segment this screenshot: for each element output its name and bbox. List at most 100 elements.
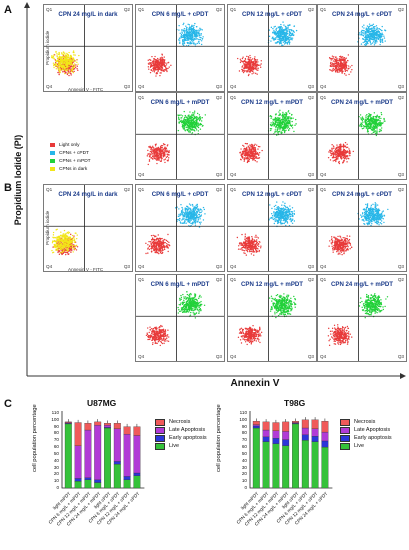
event-point bbox=[192, 25, 194, 28]
event-point bbox=[195, 118, 197, 120]
event-point bbox=[286, 121, 289, 123]
event-point bbox=[331, 64, 333, 66]
quadrant-label: Q4 bbox=[230, 84, 237, 89]
event-point bbox=[337, 63, 339, 66]
event-point bbox=[374, 130, 376, 132]
quadrant-label: Q3 bbox=[215, 172, 222, 177]
event-point bbox=[185, 116, 187, 118]
event-point bbox=[279, 25, 281, 28]
event-point bbox=[148, 156, 151, 158]
event-point bbox=[339, 154, 341, 157]
event-point bbox=[60, 68, 62, 71]
event-point bbox=[376, 32, 378, 34]
event-point bbox=[154, 58, 156, 61]
event-point bbox=[372, 41, 375, 43]
event-point bbox=[154, 150, 157, 152]
event-point bbox=[158, 159, 160, 161]
event-point bbox=[164, 153, 166, 155]
event-point bbox=[191, 114, 194, 116]
event-point bbox=[335, 62, 337, 65]
event-point bbox=[59, 70, 61, 72]
event-point bbox=[66, 52, 68, 55]
event-point bbox=[64, 64, 67, 66]
event-point bbox=[199, 128, 202, 130]
event-point bbox=[330, 152, 332, 155]
event-point bbox=[287, 37, 289, 40]
event-point bbox=[183, 28, 186, 30]
event-point bbox=[151, 153, 153, 155]
event-point bbox=[281, 35, 283, 38]
event-point bbox=[243, 70, 246, 72]
event-point bbox=[156, 162, 158, 165]
event-point bbox=[280, 23, 282, 26]
event-point bbox=[274, 31, 277, 33]
event-point bbox=[249, 65, 251, 68]
event-point bbox=[374, 36, 376, 39]
event-point bbox=[280, 121, 282, 124]
event-point bbox=[63, 53, 65, 55]
event-point bbox=[350, 71, 352, 73]
event-point bbox=[334, 148, 337, 151]
event-point bbox=[379, 120, 382, 122]
event-point bbox=[258, 64, 260, 67]
event-point bbox=[250, 61, 252, 63]
event-point bbox=[164, 143, 166, 146]
event-point bbox=[153, 71, 156, 73]
event-point bbox=[188, 39, 190, 41]
event-point bbox=[292, 117, 294, 119]
event-point bbox=[76, 61, 78, 64]
event-point bbox=[336, 147, 338, 149]
event-point bbox=[342, 147, 345, 149]
event-point bbox=[333, 147, 335, 150]
main-axes bbox=[24, 2, 406, 379]
event-point bbox=[330, 64, 332, 66]
event-point bbox=[244, 142, 247, 145]
event-point bbox=[162, 149, 164, 151]
event-point bbox=[183, 110, 185, 113]
event-point bbox=[294, 124, 296, 127]
event-point bbox=[72, 50, 75, 52]
event-point bbox=[270, 40, 272, 42]
event-point bbox=[253, 63, 255, 65]
event-point bbox=[195, 34, 197, 36]
event-point bbox=[343, 73, 346, 75]
event-point bbox=[65, 60, 67, 62]
event-point bbox=[194, 22, 196, 25]
event-point bbox=[200, 34, 202, 36]
event-point bbox=[197, 124, 199, 126]
event-point bbox=[342, 70, 344, 72]
event-point bbox=[372, 31, 375, 34]
event-point bbox=[151, 149, 153, 151]
event-point bbox=[195, 38, 197, 40]
event-point bbox=[248, 149, 251, 151]
event-point bbox=[62, 61, 64, 63]
event-point bbox=[166, 70, 168, 73]
event-point bbox=[330, 57, 333, 60]
event-point bbox=[285, 116, 287, 118]
event-point bbox=[378, 117, 380, 119]
event-point bbox=[155, 61, 157, 64]
event-point bbox=[196, 38, 198, 40]
event-point bbox=[255, 154, 257, 156]
event-point bbox=[375, 35, 378, 37]
event-point bbox=[198, 38, 200, 41]
event-point bbox=[338, 162, 341, 165]
event-point bbox=[182, 127, 184, 129]
event-point bbox=[365, 28, 367, 31]
event-point bbox=[164, 161, 166, 164]
event-point bbox=[279, 28, 281, 30]
event-point bbox=[165, 64, 168, 66]
event-point bbox=[275, 126, 277, 128]
quadrant-label: Q2 bbox=[397, 7, 404, 12]
event-point bbox=[161, 147, 164, 149]
event-point bbox=[279, 41, 282, 43]
event-point bbox=[272, 122, 275, 124]
event-point bbox=[334, 68, 336, 70]
event-point bbox=[368, 113, 370, 115]
event-point bbox=[346, 146, 349, 149]
event-point bbox=[256, 152, 259, 154]
event-point bbox=[268, 35, 271, 38]
event-point bbox=[244, 158, 246, 160]
event-point bbox=[188, 129, 190, 132]
event-point bbox=[374, 40, 377, 42]
